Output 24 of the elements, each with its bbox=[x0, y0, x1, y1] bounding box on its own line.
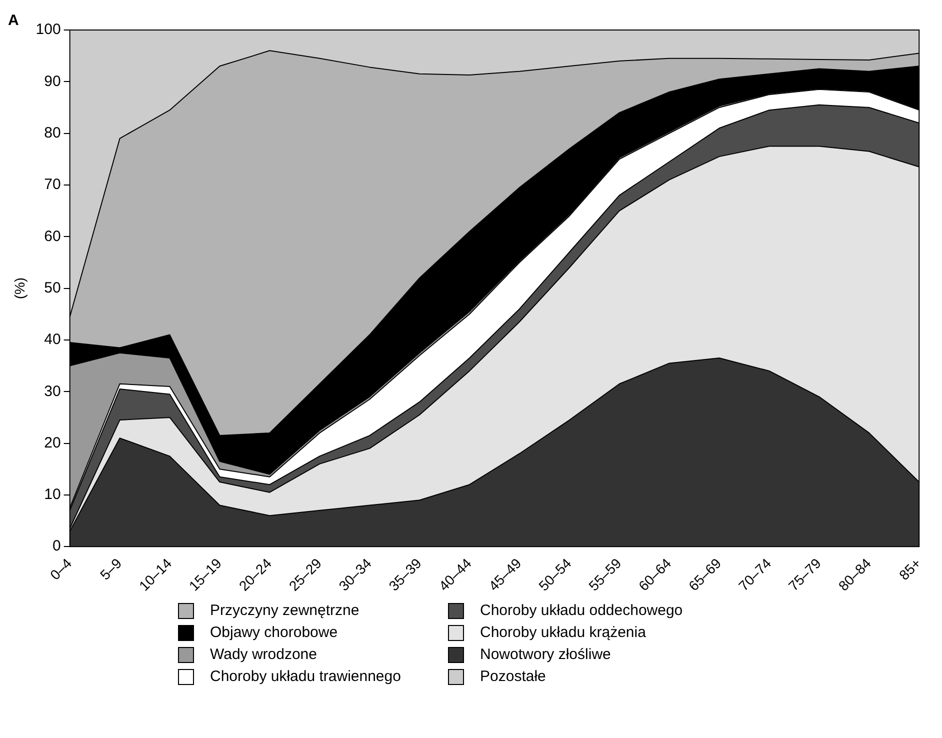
chart-title: A bbox=[8, 12, 19, 30]
y-tick-label: 30 bbox=[44, 382, 61, 400]
legend-label: Choroby układu oddechowego bbox=[480, 602, 683, 619]
legend-label: Przyczyny zewnętrzne bbox=[210, 602, 360, 619]
legend-label: Pozostałe bbox=[480, 668, 546, 685]
y-tick-label: 40 bbox=[44, 331, 61, 348]
legend-label: Choroby układu trawiennego bbox=[210, 668, 401, 685]
y-tick-label: 60 bbox=[44, 228, 61, 245]
legend-label: Choroby układu krążenia bbox=[480, 624, 646, 641]
y-tick-label: 70 bbox=[44, 176, 61, 194]
x-tick-label: 5–9 bbox=[96, 554, 125, 583]
legend-label: Objawy chorobowe bbox=[210, 624, 338, 641]
y-axis-title: (%) bbox=[11, 277, 28, 300]
y-tick-label: 50 bbox=[44, 279, 61, 296]
legend-label: Nowotwory złośliwe bbox=[480, 646, 611, 663]
x-tick-label: 0–4 bbox=[46, 554, 75, 583]
y-tick-label: 0 bbox=[52, 538, 61, 555]
x-tick-label: 85+ bbox=[896, 555, 924, 584]
y-tick-label: 90 bbox=[44, 72, 61, 90]
y-tick-label: 100 bbox=[36, 21, 61, 38]
legend-label: Wady wrodzone bbox=[210, 646, 317, 663]
y-tick-label: 20 bbox=[44, 434, 61, 452]
y-tick-label: 80 bbox=[44, 124, 61, 142]
y-tick-label: 10 bbox=[44, 486, 61, 504]
